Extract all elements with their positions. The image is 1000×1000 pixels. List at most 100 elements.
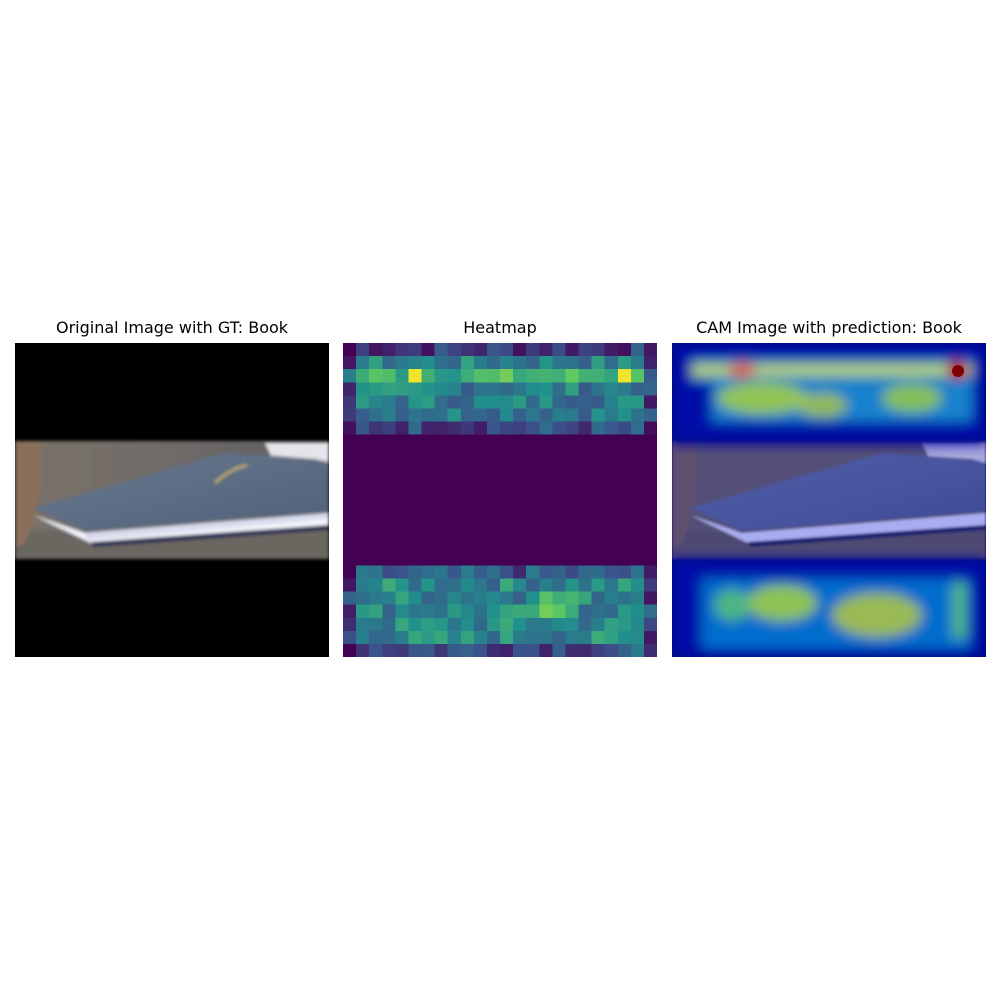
heatmap-cell — [395, 356, 410, 370]
heatmap-cell — [369, 421, 383, 436]
heatmap-cell — [513, 356, 527, 370]
heatmap-cell — [408, 500, 423, 514]
heatmap-cell — [460, 526, 475, 540]
heatmap-cell — [356, 382, 370, 396]
heatmap-cell — [408, 382, 423, 396]
heatmap-cell — [552, 578, 567, 593]
heatmap-cell — [539, 513, 553, 527]
heatmap-cell — [591, 343, 606, 357]
heatmap-cell — [643, 500, 657, 514]
heatmap-cell — [395, 604, 410, 619]
heatmap-cell — [421, 617, 436, 632]
heatmap-cell — [604, 447, 619, 462]
heatmap-cell — [486, 500, 501, 514]
heatmap-cell — [604, 369, 619, 383]
heatmap-cell — [395, 369, 410, 383]
heatmap-cell — [526, 356, 540, 370]
heatmap-cell — [356, 565, 370, 580]
heatmap-cell — [434, 473, 449, 488]
heatmap-cell — [513, 526, 527, 540]
heatmap-cell — [434, 343, 449, 357]
heatmap-cell — [434, 395, 449, 410]
heatmap-cell — [552, 539, 567, 553]
heatmap-cell — [578, 513, 593, 527]
heatmap-cell — [643, 513, 657, 527]
heatmap-cell — [539, 343, 553, 357]
heatmap-cell — [395, 408, 410, 423]
heatmap-cell — [526, 473, 540, 488]
heatmap-cell — [617, 643, 632, 657]
heatmap-cell — [630, 630, 645, 645]
heatmap-cell — [395, 630, 410, 645]
heatmap-cell — [604, 486, 619, 501]
heatmap-cell — [460, 604, 475, 619]
heatmap-cell — [395, 552, 410, 567]
heatmap-cell — [486, 617, 501, 632]
heatmap-cell — [630, 408, 645, 423]
heatmap-cell — [539, 395, 553, 410]
heatmap-cell — [617, 473, 632, 488]
heatmap-cell — [447, 356, 462, 370]
heatmap-cell — [343, 408, 357, 423]
heatmap-cell — [343, 395, 357, 410]
heatmap-cell — [343, 539, 357, 553]
heatmap-cell — [526, 617, 540, 632]
heatmap-cell — [369, 565, 383, 580]
heatmap-cell — [604, 460, 619, 475]
heatmap-cell — [513, 486, 527, 501]
heatmap-cell — [500, 486, 514, 501]
heatmap-cell — [447, 382, 462, 396]
heatmap-cell — [500, 617, 514, 632]
heatmap-cell — [473, 434, 488, 449]
heatmap-cell — [408, 526, 423, 540]
heatmap-cell — [460, 395, 475, 410]
heatmap-cell — [382, 539, 396, 553]
heatmap-cell — [343, 643, 357, 657]
heatmap-cell — [460, 486, 475, 501]
heatmap-cell — [565, 369, 580, 383]
heatmap-cell — [369, 604, 383, 619]
heatmap-cell — [526, 408, 540, 423]
heatmap-cell — [604, 382, 619, 396]
heatmap-cell — [356, 643, 370, 657]
heatmap-cell — [526, 395, 540, 410]
heatmap-cell — [473, 382, 488, 396]
heatmap-cell — [486, 591, 501, 606]
heatmap-cell — [421, 382, 436, 396]
heatmap-cell — [552, 630, 567, 645]
heatmap-cell — [395, 343, 410, 357]
heatmap-cell — [578, 630, 593, 645]
heatmap-cell — [447, 343, 462, 357]
cam-image-title: CAM Image with prediction: Book — [696, 318, 962, 337]
heatmap-cell — [513, 539, 527, 553]
heatmap-cell — [473, 343, 488, 357]
heatmap-cell — [578, 382, 593, 396]
heatmap-cell — [460, 343, 475, 357]
heatmap-cell — [604, 500, 619, 514]
heatmap-cell — [486, 343, 501, 357]
heatmap-cell — [617, 526, 632, 540]
heatmap-cell — [395, 447, 410, 462]
heatmap-cell — [604, 630, 619, 645]
heatmap-cell — [513, 617, 527, 632]
heatmap-cell — [369, 395, 383, 410]
heatmap-cell — [591, 500, 606, 514]
heatmap-cell — [500, 526, 514, 540]
heatmap-cell — [643, 447, 657, 462]
heatmap-cell — [578, 539, 593, 553]
heatmap-cell — [565, 565, 580, 580]
heatmap-cell — [565, 552, 580, 567]
heatmap-cell — [434, 356, 449, 370]
heatmap-cell — [604, 565, 619, 580]
heatmap-cell — [604, 604, 619, 619]
heatmap-cell — [526, 513, 540, 527]
heatmap-cell — [552, 591, 567, 606]
heatmap-cell — [630, 421, 645, 436]
heatmap-cell — [617, 421, 632, 436]
heatmap-cell — [617, 630, 632, 645]
heatmap-cell — [421, 604, 436, 619]
heatmap-cell — [395, 565, 410, 580]
heatmap-cell — [343, 604, 357, 619]
heatmap-cell — [526, 604, 540, 619]
heatmap-cell — [604, 356, 619, 370]
